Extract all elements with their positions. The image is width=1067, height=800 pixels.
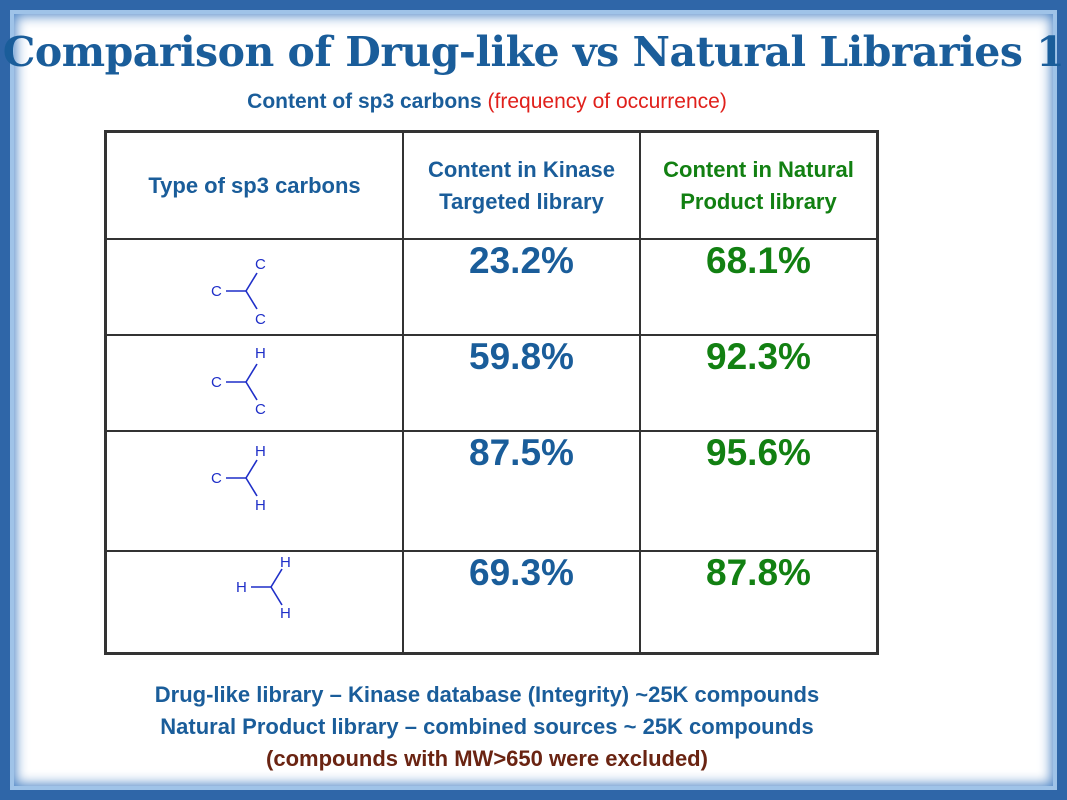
table-row: H H H 69.3% 87.8% — [104, 550, 879, 655]
substituent-bottom: C — [255, 311, 266, 328]
substituent-bottom: H — [280, 605, 291, 622]
substituent-left: C — [211, 470, 222, 487]
table-row: C H H 87.5% 95.6% — [104, 430, 879, 552]
header-natural: Content in Natural Product library — [639, 130, 879, 240]
header-kinase: Content in Kinase Targeted library — [402, 130, 641, 240]
substituent-left: H — [236, 579, 247, 596]
header-row: Type of sp3 carbons Content in Kinase Ta… — [104, 130, 879, 240]
natural-value: 95.6% — [639, 430, 879, 552]
substituent-bottom: C — [255, 401, 266, 418]
substituent-left: C — [211, 374, 222, 391]
comparison-table: Type of sp3 carbons Content in Kinase Ta… — [104, 130, 879, 655]
natural-value: 68.1% — [639, 238, 879, 336]
sp3-structure-diagram: C C C — [211, 256, 266, 328]
table-row: C C C 23.2% 68.1% — [104, 238, 879, 336]
sp3-structure-diagram: C H C — [211, 345, 266, 418]
structure-cell: C H H — [104, 430, 404, 552]
substituent-left: C — [211, 283, 222, 300]
structure-cell: H H H — [104, 550, 404, 655]
note-drug-like: Drug-like library – Kinase database (Int… — [154, 682, 820, 707]
header-type: Type of sp3 carbons — [104, 130, 404, 240]
kinase-value: 87.5% — [402, 430, 641, 552]
sp3-structure-diagram: C H H — [211, 443, 266, 514]
substituent-top: H — [280, 554, 291, 571]
slide-title: Comparison of Drug-like vs Natural Libra… — [2, 28, 1065, 76]
substituent-bottom: H — [255, 497, 266, 514]
sp3-structure-diagram: H H H — [236, 554, 291, 622]
natural-value: 92.3% — [639, 334, 879, 432]
caption-qualifier: (frequency of occurrence) — [487, 90, 727, 113]
kinase-value: 23.2% — [402, 238, 641, 336]
table-row: C H C 59.8% 92.3% — [104, 334, 879, 432]
caption-main: Content of sp3 carbons — [247, 90, 482, 113]
substituent-top: C — [255, 256, 266, 273]
footnotes: Drug-like library – Kinase database (Int… — [0, 679, 974, 775]
structure-cell: C C C — [104, 238, 404, 336]
table-caption: Content of sp3 carbons (frequency of occ… — [0, 90, 974, 114]
substituent-top: H — [255, 443, 266, 460]
substituent-top: H — [255, 345, 266, 362]
note-natural-product: Natural Product library – combined sourc… — [160, 714, 814, 739]
note-exclusion: (compounds with MW>650 were excluded) — [266, 746, 708, 771]
structure-cell: C H C — [104, 334, 404, 432]
kinase-value: 59.8% — [402, 334, 641, 432]
kinase-value: 69.3% — [402, 550, 641, 655]
natural-value: 87.8% — [639, 550, 879, 655]
